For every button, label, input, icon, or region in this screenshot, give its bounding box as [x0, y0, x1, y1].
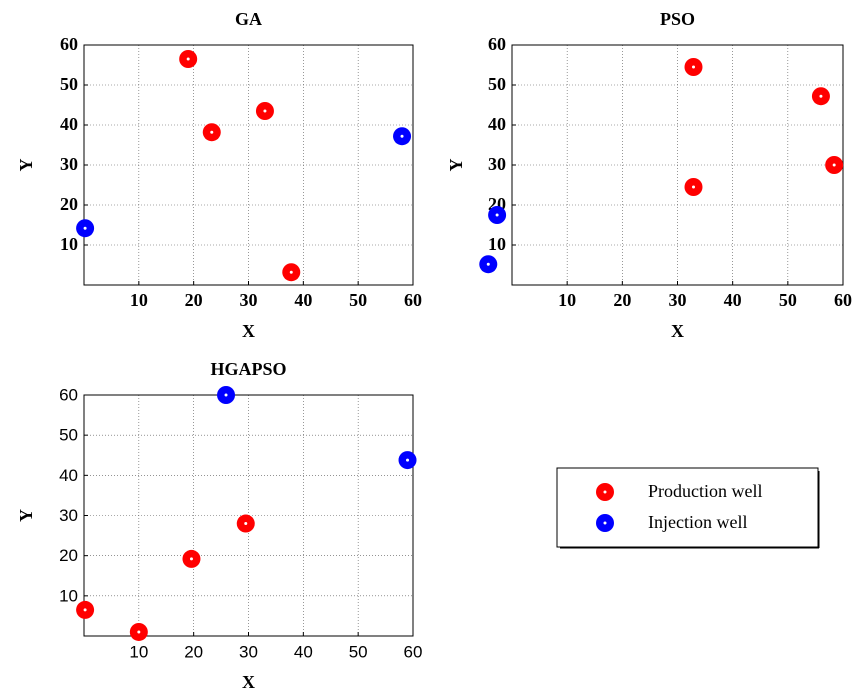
x-tick-label: 20 — [185, 290, 203, 310]
plot-frame — [83, 44, 414, 286]
point-center — [186, 57, 190, 61]
point-center — [189, 557, 193, 561]
y-tick-label: 30 — [59, 506, 78, 525]
y-tick-label: 20 — [59, 546, 78, 565]
x-tick-label: 60 — [404, 290, 422, 310]
y-tick-label: 50 — [488, 74, 506, 94]
point-center — [244, 522, 248, 526]
y-tick-label: 30 — [488, 154, 506, 174]
x-axis-label: X — [242, 672, 255, 692]
legend-label: Injection well — [648, 512, 747, 532]
y-tick-label: 60 — [59, 385, 78, 404]
y-tick-label: 40 — [60, 114, 78, 134]
legend-label: Production well — [648, 481, 763, 501]
x-tick-label: 20 — [184, 642, 203, 661]
point-center — [224, 393, 228, 397]
x-tick-label: 40 — [724, 290, 742, 310]
point-center — [495, 213, 499, 217]
y-tick-label: 10 — [488, 234, 506, 254]
point-center — [832, 163, 836, 167]
y-axis-label: Y — [16, 159, 36, 172]
point-center — [210, 130, 214, 134]
x-axis-label: X — [671, 321, 684, 341]
x-tick-label: 40 — [294, 290, 312, 310]
y-tick-label: 10 — [59, 586, 78, 605]
x-tick-label: 10 — [558, 290, 576, 310]
legend-marker-dot — [603, 490, 607, 494]
point-center — [137, 630, 141, 634]
point-center — [400, 134, 404, 138]
x-tick-label: 10 — [129, 642, 148, 661]
point-center — [263, 109, 267, 113]
chart-title: HGAPSO — [210, 359, 286, 379]
y-tick-label: 40 — [59, 466, 78, 485]
y-axis-label: Y — [16, 509, 36, 522]
point-center — [83, 608, 87, 612]
x-tick-label: 50 — [349, 642, 368, 661]
x-tick-label: 60 — [834, 290, 852, 310]
x-tick-label: 40 — [294, 642, 313, 661]
x-tick-label: 60 — [404, 642, 423, 661]
plot-frame — [83, 394, 414, 637]
point-center — [691, 185, 695, 189]
point-center — [819, 94, 823, 98]
x-tick-label: 30 — [669, 290, 687, 310]
point-center — [486, 262, 490, 266]
x-tick-label: 50 — [779, 290, 797, 310]
y-tick-label: 60 — [60, 34, 78, 54]
chart-title: PSO — [660, 9, 695, 29]
y-tick-label: 30 — [60, 154, 78, 174]
x-tick-label: 20 — [613, 290, 631, 310]
point-center — [289, 270, 293, 274]
chart-title: GA — [235, 9, 262, 29]
y-tick-label: 10 — [60, 234, 78, 254]
legend-marker-dot — [603, 521, 607, 525]
y-tick-label: 60 — [488, 34, 506, 54]
legend-box — [556, 467, 819, 548]
x-tick-label: 30 — [239, 642, 258, 661]
point-center — [406, 458, 410, 462]
point-center — [83, 226, 87, 230]
y-tick-label: 40 — [488, 114, 506, 134]
y-tick-label: 20 — [60, 194, 78, 214]
point-center — [691, 65, 695, 69]
x-axis-label: X — [242, 321, 255, 341]
y-axis-label: Y — [446, 159, 466, 172]
x-tick-label: 10 — [130, 290, 148, 310]
x-tick-label: 50 — [349, 290, 367, 310]
x-tick-label: 30 — [240, 290, 258, 310]
y-tick-label: 50 — [60, 74, 78, 94]
y-tick-label: 50 — [59, 426, 78, 445]
